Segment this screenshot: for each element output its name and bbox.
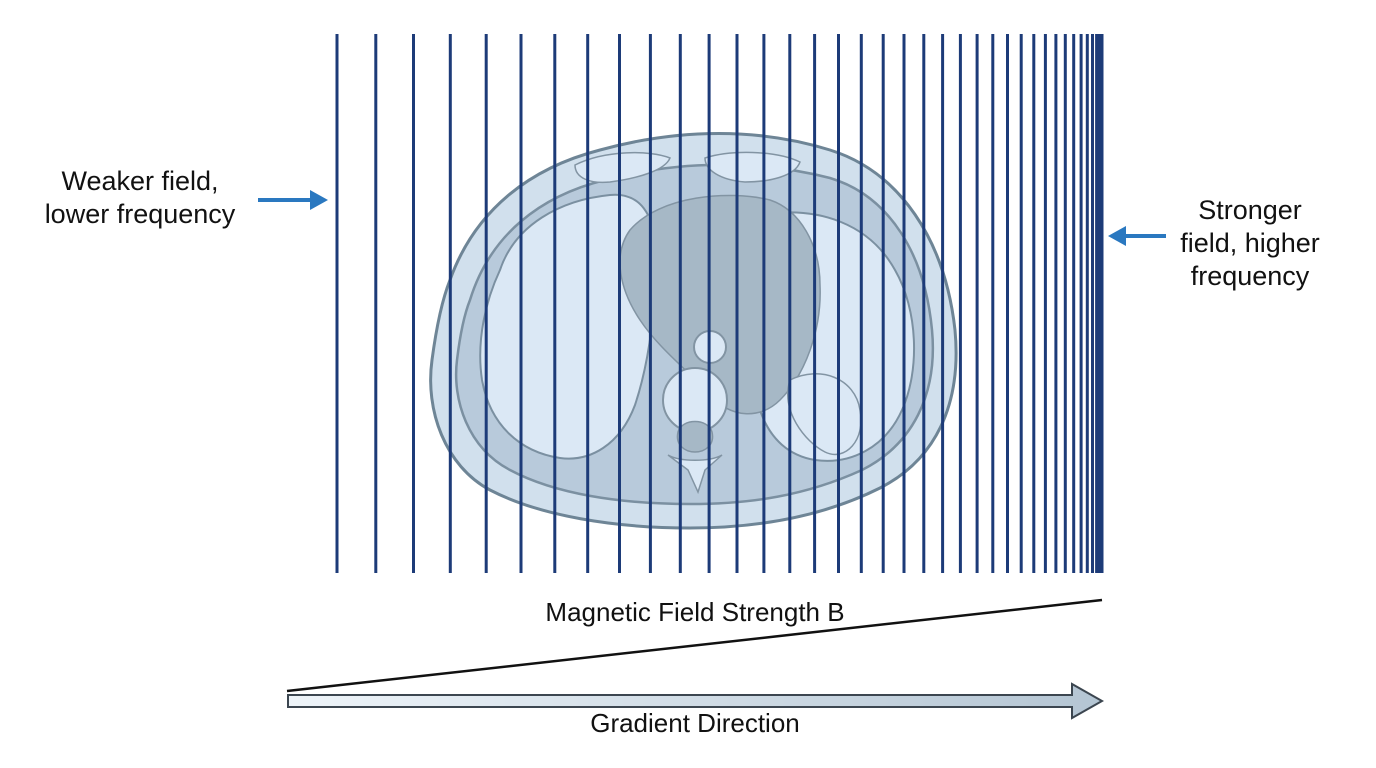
weaker-field-label: Weaker field, lower frequency: [22, 165, 258, 231]
field-strength-ramp: [286, 598, 1103, 693]
field-lines-group: [335, 34, 1104, 573]
spinal-canal: [676, 420, 714, 453]
field-strength-label: Magnetic Field Strength B: [545, 597, 845, 627]
stronger-field-label-line-2: field, higher: [1180, 228, 1320, 258]
weaker-field-label-line-1: Weaker field,: [61, 166, 219, 196]
left-lung: [479, 193, 657, 460]
stronger-field-label-line-3: frequency: [1190, 261, 1310, 291]
sternum-right: [704, 151, 801, 183]
stronger-field-label: Stronger field, higher frequency: [1160, 194, 1340, 293]
stronger-field-label-line-1: Stronger: [1198, 195, 1302, 225]
pulmonary-mass: [787, 373, 862, 456]
body-cross-section: [429, 132, 958, 530]
right-arrow-icon: [1108, 226, 1166, 246]
left-arrow-icon: [258, 190, 328, 210]
gradient-direction-label: Gradient Direction: [590, 708, 800, 738]
gradient-direction-arrow-icon: [287, 682, 1105, 720]
weaker-field-label-line-2: lower frequency: [44, 199, 236, 229]
